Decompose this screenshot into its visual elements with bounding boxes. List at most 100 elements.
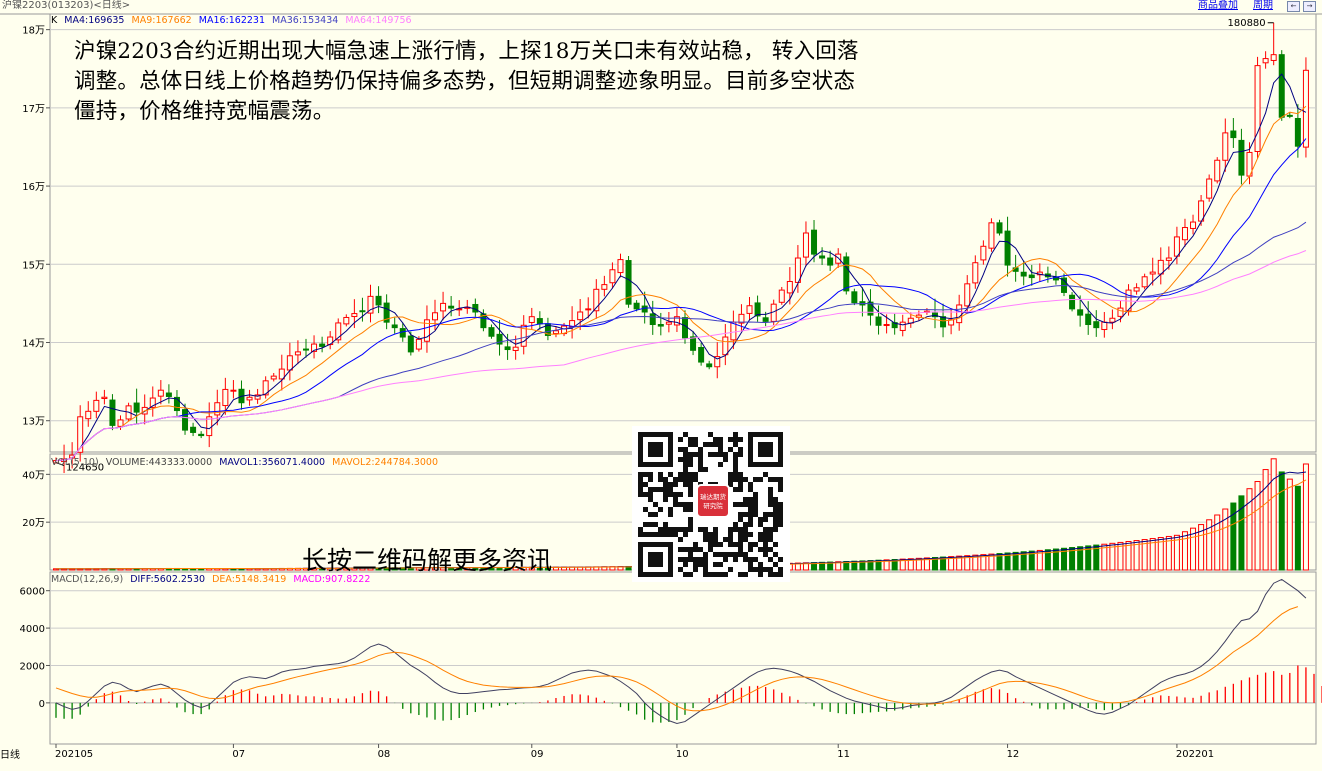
macd-panel — [55, 578, 1322, 724]
chart-title: 沪镍2203(013203)<日线> — [2, 0, 131, 11]
qr-module — [683, 557, 688, 562]
candle-body — [1020, 271, 1027, 277]
qr-module — [683, 432, 688, 437]
ma64-label: MA64:149756 — [345, 15, 412, 26]
volume-bar — [1302, 463, 1309, 571]
qr-module — [763, 517, 768, 522]
qr-module — [753, 497, 758, 502]
candle-body — [585, 308, 592, 311]
commodity-overlay-button[interactable]: 商品叠加 — [1198, 0, 1238, 11]
candle-body — [1028, 274, 1035, 279]
qr-module — [738, 527, 743, 532]
candle-body — [1109, 317, 1116, 323]
qr-module — [768, 497, 773, 502]
qr-module — [693, 472, 698, 477]
ma64-line — [55, 250, 1307, 462]
qr-module — [668, 487, 673, 492]
qr-module — [763, 527, 768, 532]
volume-bar — [915, 557, 922, 571]
qr-module — [668, 507, 673, 512]
qr-module — [673, 502, 678, 507]
high-label: 180880 — [1227, 18, 1265, 29]
qr-module — [688, 502, 693, 507]
qr-module — [703, 552, 708, 557]
volume-bar — [1198, 524, 1205, 571]
candle-body — [214, 402, 221, 416]
volume-bar — [891, 559, 898, 571]
candle-body — [182, 409, 189, 431]
price-tick-label: 15万 — [22, 260, 45, 271]
candle-body — [835, 253, 842, 264]
candle-body — [1004, 230, 1011, 266]
candle-body — [440, 302, 447, 312]
qr-module — [658, 472, 663, 477]
candle-body — [262, 380, 269, 396]
qr-module — [703, 562, 708, 567]
candle-body — [1230, 130, 1237, 139]
volume-bar — [1117, 541, 1124, 571]
qr-module — [778, 507, 783, 512]
candle-body — [843, 256, 850, 292]
qr-module — [668, 532, 673, 537]
qr-module — [748, 512, 753, 517]
volume-bar — [1222, 508, 1229, 571]
qr-module — [678, 457, 683, 462]
qr-module — [768, 527, 773, 532]
candle-body — [722, 336, 729, 356]
volume-bar — [883, 559, 890, 571]
price-tick-label: 17万 — [22, 104, 45, 115]
qr-module — [748, 517, 753, 522]
qr-module — [738, 512, 743, 517]
qr-module — [703, 537, 708, 542]
qr-module — [738, 502, 743, 507]
candle-body — [383, 302, 390, 323]
volume-bar — [835, 561, 842, 571]
macd-legend: MACD(12,26,9) DIFF:5602.2530 DEA:5148.34… — [51, 574, 374, 585]
qr-module — [733, 542, 738, 547]
vol-legend: VOL(5,10) VOLUME:443333.0000 MAVOL1:3560… — [51, 457, 442, 468]
qr-module — [698, 562, 703, 567]
qr-module — [733, 457, 738, 462]
volume-bar — [1061, 547, 1068, 571]
candle-body — [1141, 276, 1148, 288]
qr-module — [738, 542, 743, 547]
expand-icon[interactable]: → — [1303, 1, 1316, 12]
candle-body — [198, 433, 205, 437]
qr-module — [748, 487, 753, 492]
qr-module — [743, 532, 748, 537]
qr-module — [773, 517, 778, 522]
shrink-icon[interactable]: ← — [1287, 1, 1300, 12]
candle-body — [964, 283, 971, 307]
candle-body — [278, 368, 285, 380]
cycle-button[interactable]: 周期 — [1253, 0, 1273, 11]
qr-module — [668, 512, 673, 517]
candle-body — [746, 305, 753, 314]
candle-body — [1181, 227, 1188, 241]
qr-module — [673, 497, 678, 502]
candle-body — [415, 338, 422, 350]
candle-body — [665, 321, 672, 325]
candle-body — [609, 269, 616, 284]
qr-module — [673, 527, 678, 532]
candle-body — [270, 375, 277, 380]
candle-body — [109, 399, 116, 426]
qr-module — [693, 452, 698, 457]
qr-module — [763, 542, 768, 547]
qr-module — [743, 527, 748, 532]
qr-code[interactable]: 瑞达期货 研究院 — [632, 426, 790, 582]
volume-panel — [53, 458, 1309, 571]
candle-body — [286, 355, 293, 371]
qr-module — [688, 572, 693, 577]
qr-module — [768, 557, 773, 562]
x-tick-label: 10 — [676, 749, 689, 760]
qr-module — [698, 447, 703, 452]
ma16-label: MA16:162231 — [198, 15, 266, 26]
qr-module — [678, 437, 683, 442]
qr-module — [763, 472, 768, 477]
candle-body — [1093, 321, 1100, 329]
candle-body — [93, 399, 100, 412]
qr-module — [723, 457, 728, 462]
candle-body — [399, 328, 406, 338]
qr-module — [733, 437, 738, 442]
volume-bar — [1069, 547, 1076, 571]
